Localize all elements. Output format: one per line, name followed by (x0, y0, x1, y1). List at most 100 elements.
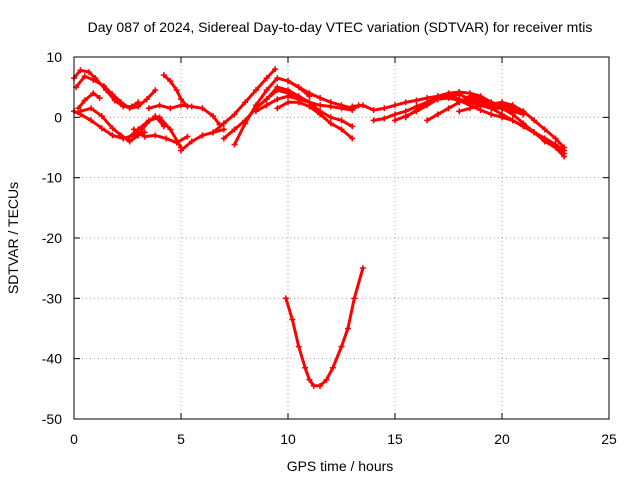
data-point (126, 138, 133, 145)
data-point (231, 111, 238, 118)
data-point (392, 102, 398, 109)
data-point (109, 132, 116, 139)
data-point (285, 87, 291, 94)
series-arc-17 (285, 78, 356, 112)
data-point (552, 135, 559, 142)
data-point (359, 265, 366, 272)
data-point (77, 67, 84, 74)
data-point (285, 78, 291, 85)
data-point (109, 91, 116, 98)
data-point (130, 126, 137, 133)
data-point (349, 123, 356, 130)
data-series (71, 66, 568, 389)
series-line (284, 266, 365, 388)
data-point (188, 138, 195, 145)
data-point (274, 75, 281, 82)
data-point (263, 102, 270, 109)
data-point (531, 117, 538, 124)
data-point (90, 90, 97, 97)
data-point (445, 90, 452, 97)
chart-title: Day 087 of 2024, Sidereal Day-to-day VTE… (88, 19, 593, 35)
data-point (135, 103, 142, 110)
data-point (370, 117, 377, 124)
data-point (141, 133, 148, 140)
y-tick-label: -10 (42, 170, 62, 186)
data-point (424, 99, 431, 106)
data-point (381, 105, 388, 112)
data-point (329, 364, 336, 371)
data-point (338, 126, 345, 133)
data-point (402, 114, 409, 121)
data-point (402, 99, 409, 106)
data-point (488, 111, 495, 118)
data-point (552, 141, 559, 148)
data-point (210, 129, 217, 136)
data-point (434, 111, 441, 118)
y-tick-label: -20 (42, 230, 62, 246)
data-point (184, 103, 191, 110)
data-point (488, 101, 495, 108)
data-point (434, 93, 441, 100)
y-tick-label: -30 (42, 290, 62, 306)
data-point (344, 325, 351, 332)
data-point (274, 84, 281, 91)
data-point (413, 97, 420, 104)
series-arc-11 (210, 66, 279, 136)
data-point (98, 113, 105, 120)
series-line (76, 91, 102, 110)
series-line (74, 74, 157, 110)
data-point (302, 364, 309, 371)
data-point (111, 97, 118, 104)
data-point (295, 84, 302, 91)
data-point (295, 93, 302, 100)
data-point (327, 99, 334, 106)
data-point (167, 105, 174, 112)
data-point (252, 87, 259, 94)
data-point (359, 102, 366, 109)
data-point (90, 76, 97, 83)
series-arc-16 (274, 99, 356, 142)
series-arc-5 (75, 90, 103, 112)
data-point (167, 126, 174, 133)
data-point (317, 382, 324, 389)
data-point (88, 105, 95, 112)
data-point (173, 87, 180, 94)
y-tick-labels: -50 -40 -30 -20 -10 0 10 (42, 49, 62, 427)
series-arc-13 (231, 75, 313, 148)
data-point (220, 120, 227, 127)
data-point (220, 135, 227, 142)
series-arc-15 (263, 84, 356, 130)
y-tick-label: -50 (42, 411, 62, 427)
data-point (96, 95, 103, 102)
data-point (370, 107, 377, 114)
data-point (98, 125, 105, 132)
data-point (152, 87, 159, 94)
data-point (392, 117, 398, 124)
data-point (295, 343, 302, 350)
data-point (143, 96, 150, 103)
series-line (126, 115, 183, 149)
data-point (466, 105, 473, 112)
series-arc-8 (145, 102, 223, 128)
data-point (381, 115, 388, 122)
data-point (160, 72, 167, 79)
data-point (509, 111, 516, 118)
data-point (317, 111, 324, 118)
data-point (285, 93, 291, 100)
data-point (126, 105, 133, 112)
data-point (163, 135, 170, 142)
data-point (210, 113, 217, 120)
x-axis-label: GPS time / hours (287, 458, 394, 474)
data-point (156, 102, 163, 109)
x-tick-label: 25 (601, 431, 617, 447)
data-point (173, 139, 180, 146)
data-point (289, 316, 296, 323)
data-point (274, 105, 281, 112)
series-arc-10 (178, 126, 227, 154)
data-point (145, 117, 152, 124)
data-point (456, 88, 463, 95)
data-point (231, 141, 238, 148)
y-tick-label: 0 (54, 109, 62, 125)
data-point (178, 102, 184, 109)
